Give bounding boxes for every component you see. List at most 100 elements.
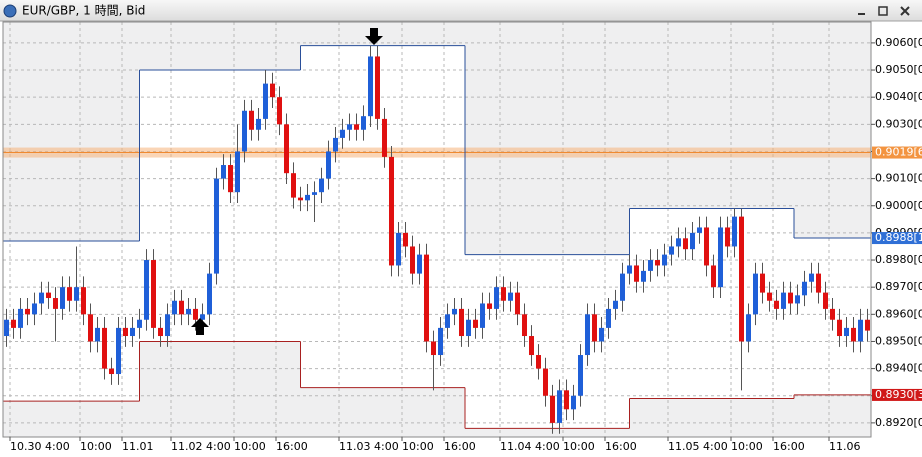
candle-body [53,298,58,309]
candle-body [151,260,156,328]
x-tick-label: 11.01 [122,440,154,453]
candle-body [361,116,366,130]
candle-body [172,300,177,315]
candle-body [410,246,415,274]
candle-body [669,246,674,255]
candle-body [760,273,765,293]
x-tick-label: 11.03 4:00 [339,440,399,453]
candle-body [431,341,436,356]
candle-body [340,129,345,138]
candle-body [627,265,632,274]
candle-body [144,260,149,320]
candle-body [249,110,254,130]
candle-body [536,355,541,369]
candle-body [67,287,72,301]
candle-body [592,314,597,342]
candle-body [4,319,9,337]
candle-body [557,390,562,423]
candle-body [445,314,450,328]
candle-body [690,232,695,250]
candle-body [214,178,219,274]
window-buttons[interactable] [858,6,910,16]
y-tick-label: 0.8920[0] [875,416,922,429]
candle-body [305,194,310,201]
x-tick-label: 10:00 [80,440,112,453]
candle-body [459,308,464,337]
close-button[interactable] [900,6,910,16]
candle-body [123,327,128,337]
channel-fill [3,241,140,402]
candle-body [319,178,324,193]
candle-body [613,300,618,309]
candle-body [634,265,639,282]
candle-body [620,273,625,301]
candle-body [347,124,352,130]
candle-body [18,308,23,328]
candle-body [438,327,443,356]
plot-border [2,21,872,438]
price-label-box [872,146,922,159]
candle-body [851,327,856,342]
x-tick-label: 11.06 [829,440,861,453]
channel-fill [629,208,794,399]
candle-body [333,137,338,152]
candle-body [88,314,93,342]
candle-body [732,216,737,247]
candle-body [389,156,394,266]
window-icon [3,4,17,18]
minimize-button[interactable] [858,13,865,15]
candle-body [599,327,604,342]
candle-body [641,270,646,282]
candle-body [382,118,387,157]
candle-body [774,300,779,309]
candle-body [263,83,268,119]
candle-body [235,151,240,193]
candle-body [697,227,702,233]
candle-body [487,303,492,309]
candle-body [802,281,807,296]
low-arrow [191,318,209,335]
candle-body [515,292,520,315]
candle-body [683,238,688,250]
candle-body [788,292,793,304]
candle-body [424,254,429,342]
candle-body [837,319,842,337]
x-tick-label: 16:00 [605,440,637,453]
price-label: 0.9019[6] [875,146,922,159]
candle-body [137,319,142,328]
y-tick-label: 0.9050[0] [875,63,922,76]
candle-body [662,254,667,266]
x-tick-label: 11.04 4:00 [500,440,560,453]
candle-body [242,110,247,152]
candle-body [102,327,107,369]
candle-body [25,308,30,315]
restore-button[interactable] [878,6,888,16]
candle-body [543,368,548,396]
candle-body [655,260,660,266]
candle-body [739,216,744,342]
candle-body [795,295,800,304]
candle-body [816,273,821,293]
candle-body [564,390,569,410]
candle-body [725,227,730,247]
candle-body [494,287,499,309]
candle-body [865,319,870,331]
candle-body [571,395,576,410]
candle-body [809,273,814,282]
candle-body [396,232,401,266]
x-tick-label: 16:00 [773,440,805,453]
candle-body [466,319,471,337]
candle-body [711,265,716,288]
candle-body [60,287,65,309]
candle-body [277,97,282,125]
candle-body [606,308,611,328]
candle-body [312,192,317,195]
candle-body [39,292,44,304]
channel-fill [300,45,465,388]
candle-body [830,308,835,320]
candle-body [368,56,373,117]
window-title: EUR/GBP, 1 時間, Bid [22,4,145,18]
candle-body [473,319,478,328]
price-label-box [872,388,922,401]
